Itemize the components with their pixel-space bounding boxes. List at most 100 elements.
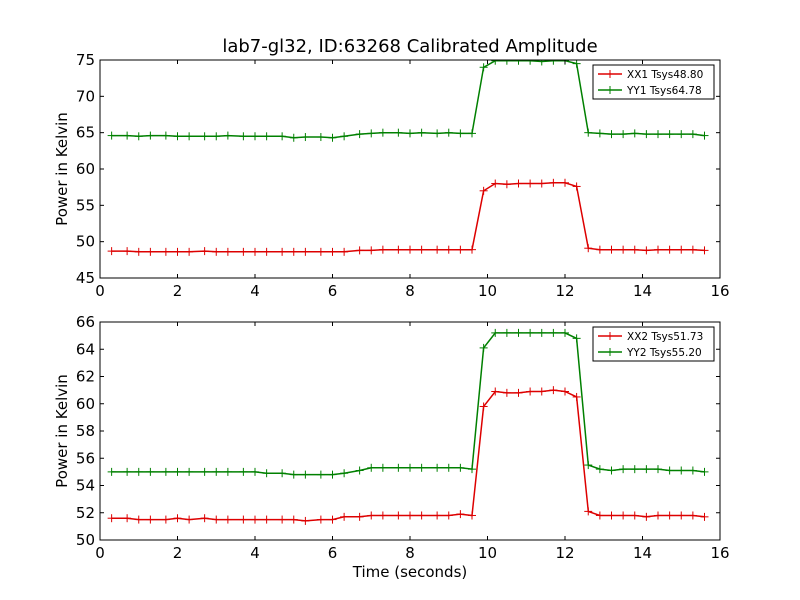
x-tick-label: 10 [478, 544, 497, 562]
data-point [394, 245, 403, 254]
data-point [328, 515, 337, 524]
data-point [654, 130, 662, 139]
data-point [468, 245, 476, 254]
data-point [444, 511, 453, 520]
legend-item: XX2 Tsys51.73 [598, 331, 703, 343]
x-axis-label: Time (seconds) [352, 563, 468, 581]
data-point [355, 246, 364, 255]
data-point [479, 63, 488, 72]
data-point [161, 467, 170, 476]
legend: XX2 Tsys51.73 YY2 Tsys55.20 [592, 326, 715, 362]
data-point [107, 467, 116, 476]
data-point [595, 465, 604, 474]
data-point [688, 130, 697, 139]
data-point [223, 467, 232, 476]
data-point [491, 179, 500, 188]
data-point [549, 60, 558, 65]
data-point [417, 511, 426, 520]
data-point [433, 511, 442, 520]
data-point [433, 463, 442, 472]
legend-item: YY1 Tsys64.78 [598, 85, 702, 97]
legend: XX1 Tsys48.80 YY1 Tsys64.78 [592, 64, 715, 100]
y-tick-label: 45 [76, 269, 95, 287]
data-point [185, 247, 194, 256]
data-point [468, 511, 476, 520]
data-point [688, 245, 697, 254]
data-point [394, 463, 403, 472]
y-tick-label: 70 [76, 87, 95, 105]
data-point [688, 466, 697, 475]
data-point [700, 512, 709, 521]
data-point [502, 60, 511, 65]
y-tick-label: 50 [76, 531, 95, 549]
x-tick-label: 4 [250, 282, 260, 300]
data-point [526, 387, 535, 396]
data-point [316, 247, 325, 256]
x-tick-label: 2 [173, 282, 183, 300]
data-point [417, 128, 426, 137]
data-point [595, 511, 604, 520]
data-point [367, 246, 376, 255]
data-point [289, 470, 298, 479]
data-point [123, 247, 132, 256]
data-point [223, 515, 232, 524]
data-point [340, 469, 349, 478]
data-point [665, 130, 674, 139]
x-tick-label: 14 [633, 282, 652, 300]
data-point [433, 245, 442, 254]
data-point [584, 244, 593, 253]
data-point [479, 186, 488, 195]
data-point [134, 467, 143, 476]
data-point [479, 343, 488, 352]
data-point [340, 132, 349, 141]
data-point [444, 128, 453, 137]
data-point [173, 132, 182, 141]
data-point [239, 467, 248, 476]
data-point [537, 387, 546, 396]
data-point [514, 388, 523, 397]
y-tick-label: 55 [76, 196, 95, 214]
data-point [212, 247, 221, 256]
data-point [239, 247, 248, 256]
data-point [607, 466, 616, 475]
top-panel: 0 2 4 6 8 10 12 14 16 45 50 55 60 65 70 75 Power in Kelv… [53, 51, 730, 300]
data-point [549, 178, 558, 187]
y-tick-label: 60 [76, 160, 95, 178]
data-point [278, 247, 287, 256]
data-point [262, 247, 271, 256]
y-tick-label: 66 [76, 313, 95, 331]
data-point [642, 246, 651, 255]
data-point [355, 466, 364, 475]
data-point [316, 133, 325, 142]
data-point [301, 470, 310, 479]
data-point [107, 514, 116, 523]
data-point [549, 328, 558, 337]
data-point [456, 510, 465, 519]
data-point [700, 131, 709, 140]
data-point [161, 515, 170, 524]
data-point [572, 334, 581, 343]
data-point [514, 60, 523, 65]
data-point [444, 463, 453, 472]
data-point [328, 133, 337, 142]
data-point [328, 470, 337, 479]
data-point [212, 467, 221, 476]
data-point [367, 129, 376, 138]
data-point [677, 245, 686, 254]
data-point [262, 132, 271, 141]
data-point [185, 515, 194, 524]
data-point [502, 328, 511, 337]
data-point [572, 60, 581, 68]
x-tick-label: 0 [95, 544, 105, 562]
legend-item: XX1 Tsys48.80 [598, 69, 703, 81]
data-point [514, 179, 523, 188]
data-point [173, 467, 182, 476]
data-point [340, 247, 349, 256]
data-point [607, 130, 616, 139]
data-point [239, 515, 248, 524]
data-point [289, 247, 298, 256]
data-point [406, 511, 414, 520]
x-tick-label: 8 [405, 282, 415, 300]
plot-area [107, 328, 709, 525]
x-tick-label: 4 [250, 544, 260, 562]
